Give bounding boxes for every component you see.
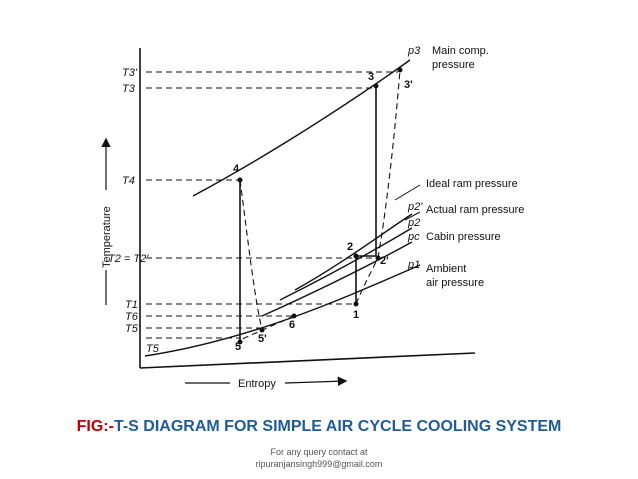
figure-caption: FIG:-T-S DIAGRAM FOR SIMPLE AIR CYCLE CO… <box>0 418 638 436</box>
point-3-marker <box>373 83 379 89</box>
point-2prime-label: 2' <box>380 255 389 267</box>
point-2-marker <box>353 253 359 259</box>
tick-t5prime: T5' <box>125 323 141 335</box>
pc-label: Cabin pressure <box>426 231 501 243</box>
tick-t2: T2 = T2' <box>108 253 149 265</box>
p2prime-label: Ideal ram pressure <box>426 178 518 190</box>
p1-curve <box>144 264 421 357</box>
ts-diagram: Temperature Entropy 3 3' 4 2 2' 1 6 5' 5 <box>101 45 524 390</box>
tick-t3prime: T3' <box>122 67 138 79</box>
p2prime-curve <box>294 213 413 291</box>
point-4-label: 4 <box>233 163 240 175</box>
pc-curve <box>261 241 413 317</box>
y-axis-label: Temperature <box>101 206 113 268</box>
p1-label-line2: air pressure <box>426 277 484 289</box>
point-5-label: 5 <box>235 341 241 353</box>
point-6-marker <box>291 313 297 319</box>
p1-label-line1: Ambient <box>426 263 466 275</box>
process-1-2prime-actual <box>355 257 379 305</box>
p3-label-line1: Main comp. <box>432 45 489 57</box>
caption-text: T-S DIAGRAM FOR SIMPLE AIR CYCLE COOLING… <box>113 418 562 435</box>
p1-symbol: p1 <box>407 259 420 271</box>
footer-line-1: For any query contact at <box>270 447 368 457</box>
point-6-label: 6 <box>289 319 295 331</box>
p3-curve <box>192 59 411 197</box>
process-4-5prime-actual <box>239 179 263 331</box>
leader-actual-ram <box>404 211 421 221</box>
tick-t5: T5 <box>146 343 160 355</box>
p3-label-line2: pressure <box>432 59 475 71</box>
point-3-label: 3 <box>368 71 374 83</box>
p2-curve <box>279 227 413 301</box>
pc-symbol: pc <box>407 231 420 243</box>
point-3prime-marker <box>397 67 403 73</box>
point-1-marker <box>353 301 359 307</box>
x-axis <box>139 352 476 369</box>
point-2-label: 2 <box>347 241 353 253</box>
p2prime-symbol: p2' <box>407 201 423 213</box>
point-5-marker <box>237 339 243 345</box>
tick-t1: T1 <box>125 299 138 311</box>
entropy-arrow <box>284 376 348 387</box>
x-axis-label: Entropy <box>238 378 276 390</box>
tick-t3: T3 <box>122 83 136 95</box>
p3-symbol: p3 <box>407 45 421 57</box>
leader-ideal-ram <box>394 184 421 201</box>
point-3prime-label: 3' <box>404 79 413 91</box>
point-5prime-label: 5' <box>258 333 267 345</box>
footer-email: ripuranjansingh999@gmail.com <box>255 459 383 469</box>
tick-t4: T4 <box>122 175 135 187</box>
p2-label: Actual ram pressure <box>426 204 524 216</box>
point-4-marker <box>237 177 243 183</box>
contact-footer: For any query contact at ripuranjansingh… <box>0 446 638 470</box>
p2-symbol: p2 <box>407 217 420 229</box>
point-1-label: 1 <box>353 309 359 321</box>
point-5prime-marker <box>259 327 265 333</box>
point-2prime-marker <box>375 255 381 261</box>
tick-t6: T6 <box>125 311 139 323</box>
process-2prime-3prime-actual <box>377 69 401 259</box>
caption-prefix: FIG:- <box>76 418 114 435</box>
